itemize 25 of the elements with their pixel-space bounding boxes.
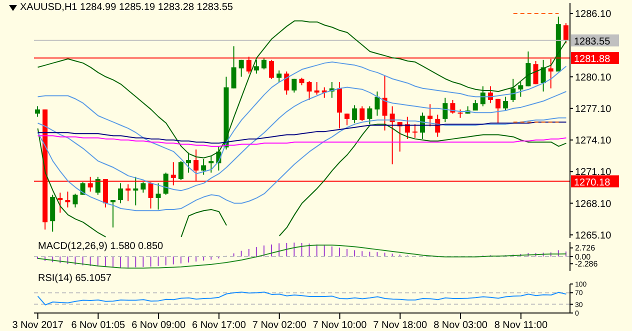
ref-line-label: 1270.18: [574, 177, 611, 188]
x-tick-label: 6 Nov 01:05: [71, 320, 126, 331]
ref-line-label: 1283.55: [574, 36, 611, 48]
y-tick-label: 0.00: [575, 252, 592, 262]
x-tick-label: 7 Nov 18:00: [373, 320, 428, 331]
y-tick-label: 1280.10: [575, 72, 612, 84]
chart-title: MACD(12,26,9) 1.580 0.850: [38, 241, 164, 252]
chart-title: RSI(14) 65.1057: [38, 273, 112, 284]
x-tick-label: 7 Nov 02:00: [252, 320, 307, 331]
y-tick-label: 2.726: [575, 244, 596, 253]
y-tick-label: 1274.10: [575, 136, 612, 147]
chart-title: XAUUSD,H1 1284.99 1285.19 1283.28 1283.55: [20, 2, 233, 13]
x-tick-label: 8 Nov 03:00: [434, 320, 488, 331]
y-tick-label: 1265.10: [575, 230, 612, 242]
x-tick-label: 3 Nov 2017: [12, 320, 64, 331]
x-tick-label: 8 Nov 11:00: [494, 320, 548, 331]
x-tick-label: 6 Nov 17:00: [192, 320, 246, 331]
y-tick-label: 1277.10: [575, 104, 612, 115]
y-tick-label: 1268.10: [575, 198, 612, 210]
x-tick-label: 6 Nov 09:00: [132, 320, 186, 331]
ref-line-label: 1281.88: [574, 54, 611, 66]
y-tick-label: -2.286: [575, 260, 598, 269]
x-tick-label: 7 Nov 10:00: [312, 320, 368, 331]
y-tick-label: 1286.10: [575, 9, 612, 20]
y-tick-label: 1271.10: [575, 167, 612, 178]
